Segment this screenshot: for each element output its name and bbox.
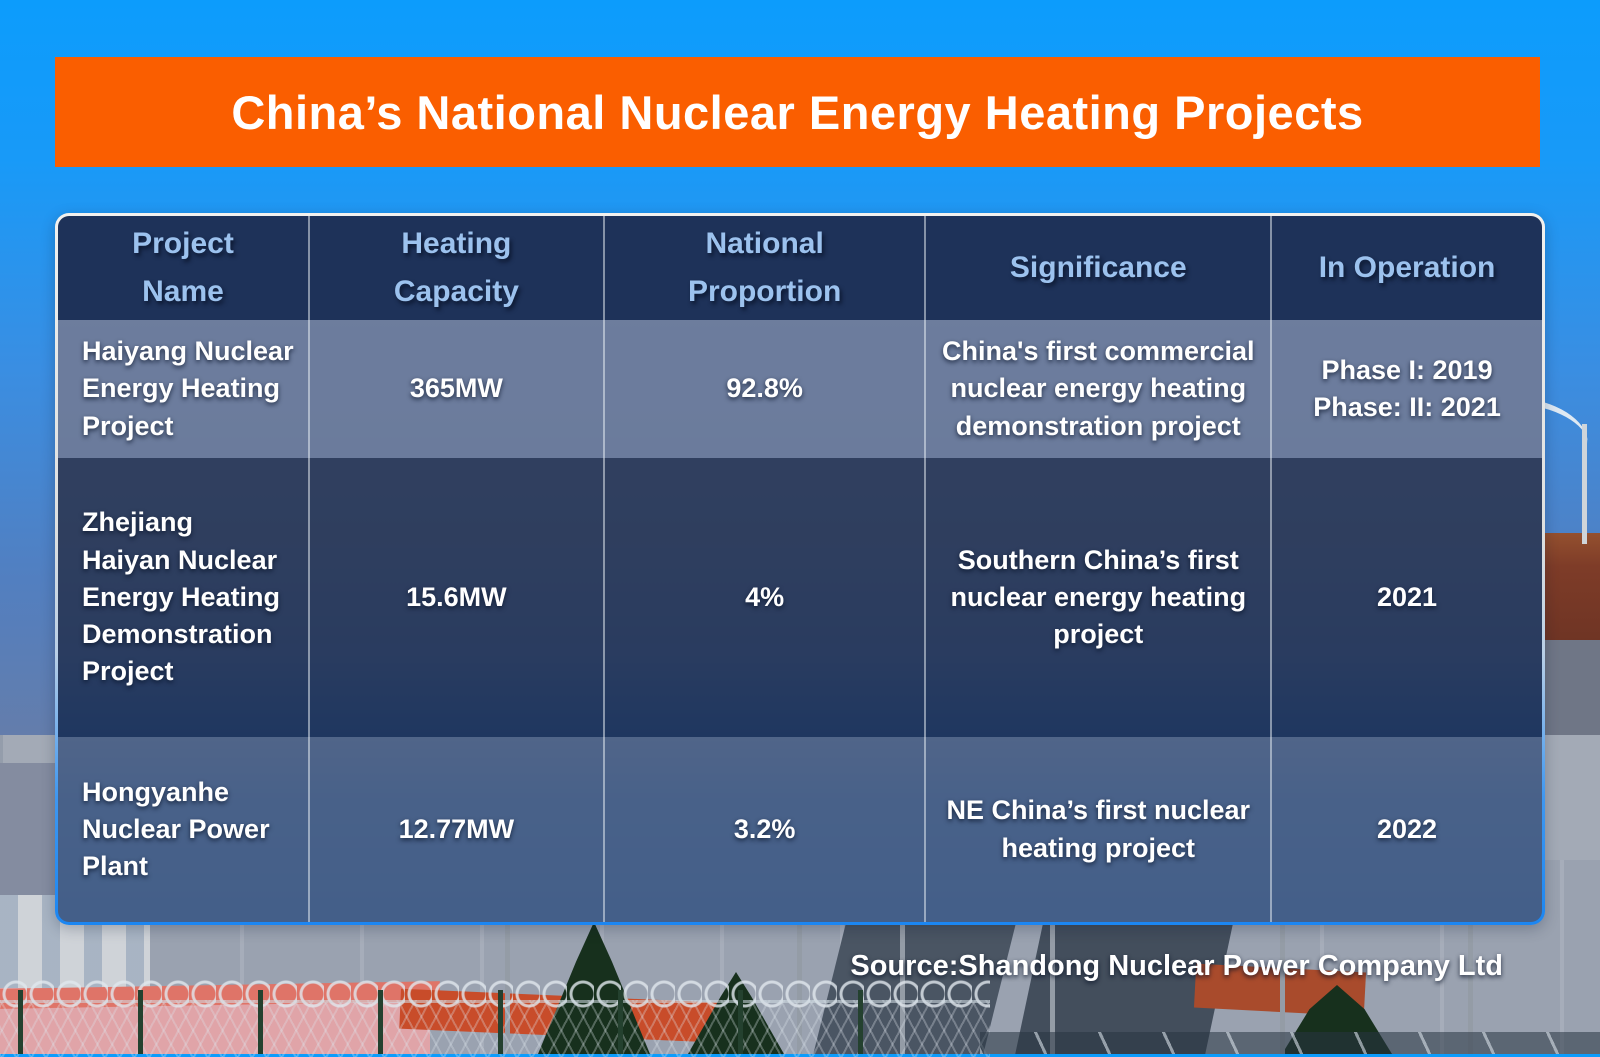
column-header-significance: Significance — [926, 216, 1273, 320]
cell-significance: NE China’s first nuclear heating project — [926, 737, 1273, 922]
projects-table: Project Name Heating Capacity National P… — [58, 216, 1542, 922]
cell-in-operation: 2022 — [1272, 737, 1542, 922]
column-header-in-operation: In Operation — [1272, 216, 1542, 320]
cell-project-name: Zhejiang Haiyan Nuclear Energy Heating D… — [58, 458, 310, 737]
page-title: China’s National Nuclear Energy Heating … — [231, 85, 1364, 139]
cell-heating-capacity: 365MW — [309, 320, 605, 458]
cell-significance: Southern China’s first nuclear energy he… — [926, 458, 1273, 737]
cell-national-proportion: 92.8% — [604, 320, 927, 458]
security-fence-posts — [18, 990, 968, 1054]
projects-table-frame: Project Name Heating Capacity National P… — [55, 213, 1545, 925]
cell-in-operation: Phase I: 2019 Phase: II: 2021 — [1272, 320, 1542, 458]
cell-heating-capacity: 15.6MW — [309, 458, 605, 737]
cell-national-proportion: 4% — [604, 458, 927, 737]
fence-struts — [980, 1032, 1600, 1054]
highway-lamp-pole — [1582, 424, 1587, 544]
cell-national-proportion: 3.2% — [604, 737, 927, 922]
title-banner: China’s National Nuclear Energy Heating … — [55, 57, 1540, 167]
column-header-national-proportion: National Proportion — [604, 216, 927, 320]
cell-project-name: Haiyang Nuclear Energy Heating Project — [58, 320, 310, 458]
source-attribution: Source:Shandong Nuclear Power Company Lt… — [850, 950, 1503, 982]
cell-project-name: Hongyanhe Nuclear Power Plant — [58, 737, 310, 922]
column-header-project-name: Project Name — [58, 216, 310, 320]
cell-significance: China's first commercial nuclear energy … — [926, 320, 1273, 458]
cell-heating-capacity: 12.77MW — [309, 737, 605, 922]
column-header-heating-capacity: Heating Capacity — [309, 216, 605, 320]
cell-in-operation: 2021 — [1272, 458, 1542, 737]
